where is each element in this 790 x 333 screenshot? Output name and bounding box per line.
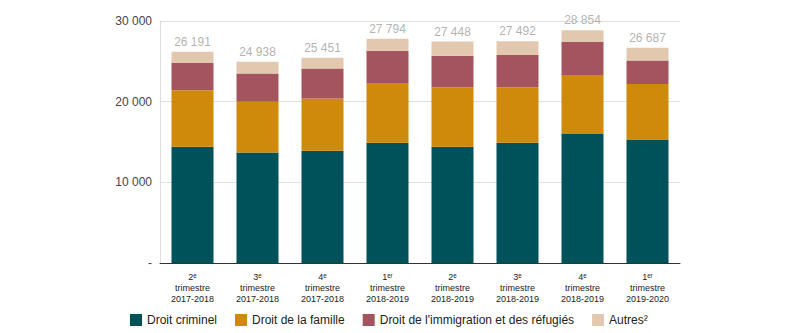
svg-text:Droit criminel: Droit criminel: [147, 313, 217, 327]
svg-text:trimestre: trimestre: [500, 283, 535, 293]
svg-text:26 687: 26 687: [629, 31, 666, 45]
svg-text:26 191: 26 191: [174, 35, 211, 49]
svg-text:4ᵉ: 4ᵉ: [318, 272, 327, 282]
svg-text:Droit de l'immigration et des: Droit de l'immigration et des réfugiés: [380, 313, 574, 327]
svg-text:trimestre: trimestre: [565, 283, 600, 293]
svg-text:3ᵉ: 3ᵉ: [253, 272, 262, 282]
svg-text:27 448: 27 448: [434, 25, 471, 39]
svg-text:3ᵉ: 3ᵉ: [513, 272, 522, 282]
svg-text:trimestre: trimestre: [305, 283, 340, 293]
svg-text:2ᵉ: 2ᵉ: [188, 272, 197, 282]
svg-text:trimestre: trimestre: [175, 283, 210, 293]
svg-text:28 854: 28 854: [564, 13, 601, 27]
svg-text:2017-2018: 2017-2018: [171, 294, 214, 304]
svg-text:4ᵉ: 4ᵉ: [578, 272, 587, 282]
svg-text:Autres²: Autres²: [609, 313, 648, 327]
svg-text:trimestre: trimestre: [435, 283, 470, 293]
svg-text:-: -: [148, 256, 152, 270]
svg-text:2018-2019: 2018-2019: [561, 294, 604, 304]
svg-text:trimestre: trimestre: [370, 283, 405, 293]
svg-text:2018-2019: 2018-2019: [366, 294, 409, 304]
svg-text:30 000: 30 000: [115, 14, 152, 28]
svg-text:trimestre: trimestre: [630, 283, 665, 293]
svg-text:2017-2018: 2017-2018: [236, 294, 279, 304]
svg-text:trimestre: trimestre: [240, 283, 275, 293]
svg-text:24 938: 24 938: [239, 45, 276, 59]
svg-text:25 451: 25 451: [304, 41, 341, 55]
svg-text:10 000: 10 000: [115, 175, 152, 189]
svg-text:27 492: 27 492: [499, 24, 536, 38]
svg-text:2018-2019: 2018-2019: [431, 294, 474, 304]
svg-text:2ᵉ: 2ᵉ: [448, 272, 457, 282]
svg-text:27 794: 27 794: [369, 22, 406, 36]
svg-text:20 000: 20 000: [115, 95, 152, 109]
svg-text:1ᵉʳ: 1ᵉʳ: [382, 272, 393, 282]
svg-text:1ᵉʳ: 1ᵉʳ: [642, 272, 653, 282]
svg-text:Droit de la famille: Droit de la famille: [252, 313, 345, 327]
svg-text:2017-2018: 2017-2018: [301, 294, 344, 304]
svg-text:2018-2019: 2018-2019: [496, 294, 539, 304]
svg-text:2019-2020: 2019-2020: [626, 294, 669, 304]
